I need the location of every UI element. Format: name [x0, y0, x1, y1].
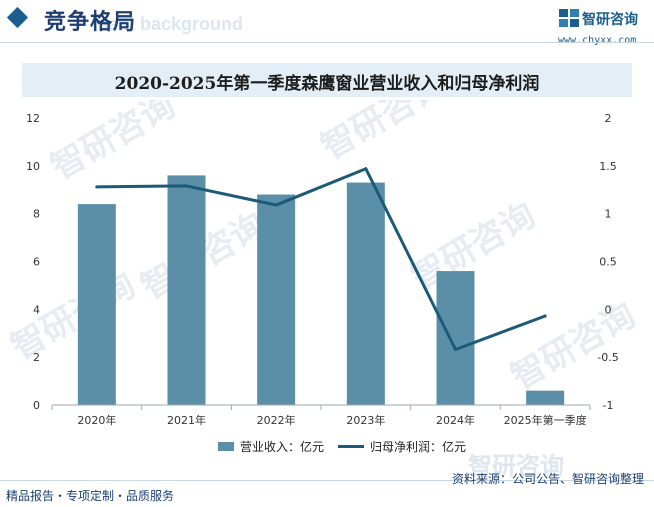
right-tick-label: 0.5	[599, 256, 617, 269]
left-tick-label: 12	[26, 112, 40, 125]
revenue-bar	[526, 390, 565, 405]
right-axis: -1 -0.5 0 0.5 1 1.5 2	[597, 112, 618, 412]
header-ghost-text: ment background	[92, 14, 244, 34]
right-tick-label: 2	[605, 112, 612, 125]
legend-label-net-profit: 归母净利润：亿元	[370, 440, 467, 454]
bar-series	[77, 175, 565, 405]
left-axis: 0 2 4 6 8 10 12	[26, 112, 40, 412]
watermark-text: 智研咨询	[315, 100, 453, 168]
legend-item-revenue: 营业收入：亿元	[218, 438, 324, 455]
logo-mark-icon	[559, 9, 579, 27]
left-tick-label: 0	[33, 399, 40, 412]
legend-item-net-profit: 归母净利润：亿元	[338, 438, 466, 455]
line-series	[95, 167, 547, 352]
left-tick-label: 10	[26, 160, 40, 173]
page-header: ment background 竞争格局 智研咨询 www.chyxx.com	[0, 0, 654, 46]
net-profit-line	[95, 167, 547, 352]
x-tick-label: 2020年	[77, 413, 116, 427]
legend-line-swatch	[338, 445, 364, 448]
revenue-bar	[346, 182, 385, 405]
net-profit-point	[95, 185, 99, 189]
watermark-text: 智研咨询	[5, 265, 143, 368]
left-tick-label: 8	[33, 208, 40, 221]
bottom-watermark-logo: 智研咨询	[468, 452, 564, 480]
x-tick-label: 2022年	[257, 413, 296, 427]
net-profit-point	[454, 348, 457, 352]
net-profit-point	[543, 314, 547, 318]
x-tick-label: 2021年	[167, 413, 206, 427]
revenue-bar	[257, 194, 296, 405]
x-tick-label: 2025年第一季度	[504, 413, 587, 427]
logo-name: 智研咨询	[582, 12, 638, 28]
revenue-bar	[167, 175, 206, 405]
right-tick-label: 1.5	[599, 160, 617, 173]
left-tick-label: 2	[33, 351, 40, 364]
watermark-text: 智研咨询	[505, 295, 643, 398]
footer-tagline: 精品报告・专项定制・品质服务	[6, 489, 175, 503]
footer-source: 资料来源：公司公告、智研咨询整理	[451, 472, 644, 486]
x-tick-label: 2024年	[436, 413, 475, 427]
right-tick-label: 1	[605, 208, 612, 221]
left-tick-label: 6	[33, 256, 40, 269]
revenue-bar	[77, 204, 116, 405]
right-tick-label: 0	[605, 303, 612, 316]
legend-bar-swatch	[218, 442, 234, 451]
logo-url: www.chyxx.com	[558, 35, 637, 46]
chart-legend: 营业收入：亿元 归母净利润：亿元	[0, 438, 654, 458]
header-divider	[0, 42, 654, 43]
net-profit-point	[364, 167, 368, 171]
revenue-bar	[436, 271, 475, 405]
legend-label-revenue: 营业收入：亿元	[240, 440, 325, 454]
watermark-text: 智研咨询	[45, 100, 183, 188]
x-axis: 2020年 2021年 2022年 2023年 2024年 2025年第一季度	[51, 404, 591, 427]
footer-divider	[0, 480, 654, 481]
right-tick-label: -1	[603, 399, 614, 412]
right-tick-label: -0.5	[597, 351, 618, 364]
section-title: 竞争格局	[44, 10, 137, 35]
diamond-icon	[6, 6, 29, 29]
chart-title: 2020-2025年第一季度森鹰窗业营业收入和归母净利润	[114, 74, 540, 94]
chart-title-banner: 2020-2025年第一季度森鹰窗业营业收入和归母净利润	[22, 63, 632, 97]
net-profit-point	[185, 184, 188, 188]
x-tick-label: 2023年	[346, 413, 385, 427]
left-tick-label: 4	[33, 303, 40, 316]
net-profit-point	[274, 203, 278, 207]
